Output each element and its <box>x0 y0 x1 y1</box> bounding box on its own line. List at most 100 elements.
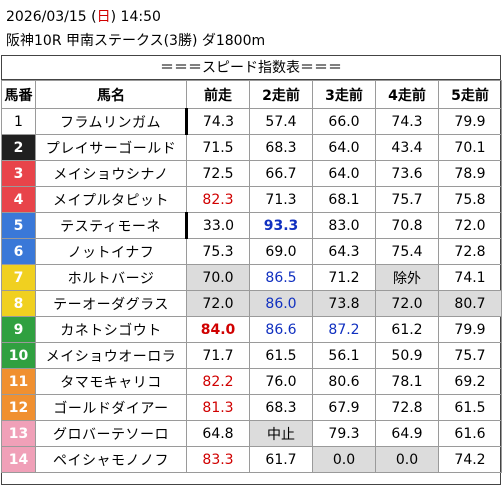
table-row: 1 フラムリンガム 74.3 57.4 66.0 74.3 79.9 <box>1 108 502 135</box>
horse-number: 9 <box>1 316 36 343</box>
horse-name: メイショウシナノ <box>35 160 187 187</box>
horse-number: 6 <box>1 238 36 265</box>
speed-cell: 56.1 <box>312 342 376 369</box>
horse-name: ペイシャモノノフ <box>35 446 187 473</box>
speed-cell: 73.6 <box>375 160 439 187</box>
speed-cell: 61.5 <box>249 342 313 369</box>
speed-cell: 69.0 <box>249 238 313 265</box>
table-row: 9 カネトシゴウト 84.0 86.6 87.2 61.2 79.9 <box>1 316 502 343</box>
speed-cell: 72.0 <box>186 290 250 317</box>
horse-name: タマモキャリコ <box>35 368 187 395</box>
speed-cell: 74.2 <box>438 446 502 473</box>
speed-cell: 66.0 <box>312 108 376 135</box>
speed-cell: 64.8 <box>186 420 250 447</box>
speed-cell: 61.2 <box>375 316 439 343</box>
speed-cell: 75.7 <box>375 186 439 213</box>
horse-name: メイショウオーロラ <box>35 342 187 369</box>
speed-cell: 69.2 <box>438 368 502 395</box>
horse-name: ゴールドダイアー <box>35 394 187 421</box>
speed-cell: 84.0 <box>186 316 250 343</box>
horse-number: 12 <box>1 394 36 421</box>
speed-cell: 73.8 <box>312 290 376 317</box>
horse-number: 7 <box>1 264 36 291</box>
horse-number: 14 <box>1 446 36 473</box>
table-row: 5 テスティモーネ 33.0 93.3 83.0 70.8 72.0 <box>1 212 502 239</box>
speed-cell: 86.0 <box>249 290 313 317</box>
horse-name: メイプルタピット <box>35 186 187 213</box>
speed-cell: 75.3 <box>186 238 250 265</box>
speed-cell: 33.0 <box>186 212 250 239</box>
race-info: 阪神10R 甲南ステークス(3勝) ダ1800m <box>6 33 266 49</box>
race-time: 14:50 <box>120 9 161 25</box>
table-row: 7 ホルトバージ 70.0 86.5 71.2 除外 74.1 <box>1 264 502 291</box>
speed-cell: 80.6 <box>312 368 376 395</box>
speed-cell: 70.0 <box>186 264 250 291</box>
speed-cell: 79.9 <box>438 108 502 135</box>
horse-number: 5 <box>1 212 36 239</box>
speed-cell: 68.3 <box>249 394 313 421</box>
speed-cell: 86.6 <box>249 316 313 343</box>
speed-cell: 72.8 <box>375 394 439 421</box>
speed-cell: 72.0 <box>375 290 439 317</box>
race-weekday: 日 <box>96 9 111 25</box>
table-title: ＝＝＝スピード指数表＝＝＝ <box>1 57 501 80</box>
col-header-4-races-ago: 4走前 <box>375 80 439 109</box>
col-header-horse-name: 馬名 <box>35 80 187 109</box>
speed-cell: 71.7 <box>186 342 250 369</box>
speed-cell: 0.0 <box>375 446 439 473</box>
speed-cell: 86.5 <box>249 264 313 291</box>
speed-cell: 57.4 <box>249 108 313 135</box>
speed-cell: 74.3 <box>375 108 439 135</box>
speed-cell: 74.1 <box>438 264 502 291</box>
speed-cell: 72.5 <box>186 160 250 187</box>
col-header-last-race: 前走 <box>186 80 250 109</box>
table-row: 3 メイショウシナノ 72.5 66.7 64.0 73.6 78.9 <box>1 160 502 187</box>
col-header-2-races-ago: 2走前 <box>249 80 313 109</box>
horse-number: 2 <box>1 134 36 161</box>
speed-cell: 83.0 <box>312 212 376 239</box>
header-row: 馬番 馬名 前走 2走前 3走前 4走前 5走前 <box>1 80 502 109</box>
speed-cell: 78.1 <box>375 368 439 395</box>
horse-name: プレイサーゴールド <box>35 134 187 161</box>
speed-cell: 中止 <box>249 420 313 447</box>
table-row: 2 プレイサーゴールド 71.5 68.3 64.0 43.4 70.1 <box>1 134 502 161</box>
horse-number: 3 <box>1 160 36 187</box>
speed-cell: 75.7 <box>438 342 502 369</box>
horse-name: テスティモーネ <box>35 212 188 239</box>
speed-cell: 78.9 <box>438 160 502 187</box>
horse-name: グロバーテソーロ <box>35 420 187 447</box>
speed-cell: 64.3 <box>312 238 376 265</box>
speed-cell: 79.9 <box>438 316 502 343</box>
col-header-number: 馬番 <box>1 80 36 109</box>
speed-cell: 79.3 <box>312 420 376 447</box>
table-row: 11 タマモキャリコ 82.2 76.0 80.6 78.1 69.2 <box>1 368 502 395</box>
speed-cell: 66.7 <box>249 160 313 187</box>
speed-cell: 71.2 <box>312 264 376 291</box>
horse-name: カネトシゴウト <box>35 316 187 343</box>
speed-cell: 87.2 <box>312 316 376 343</box>
speed-cell: 71.5 <box>186 134 250 161</box>
speed-cell: 70.1 <box>438 134 502 161</box>
speed-cell: 50.9 <box>375 342 439 369</box>
weekday-close: ) <box>110 9 121 25</box>
race-date: 2026/03/15 <box>6 9 87 25</box>
speed-cell: 67.9 <box>312 394 376 421</box>
speed-cell: 93.3 <box>249 212 313 239</box>
speed-cell: 43.4 <box>375 134 439 161</box>
speed-cell: 80.7 <box>438 290 502 317</box>
speed-cell: 72.8 <box>438 238 502 265</box>
speed-cell: 61.6 <box>438 420 502 447</box>
horse-name: フラムリンガム <box>35 108 188 135</box>
speed-index-table: 馬番 馬名 前走 2走前 3走前 4走前 5走前 1 フラムリンガム 74.3 … <box>1 80 502 473</box>
speed-cell: 64.0 <box>312 160 376 187</box>
table-row: 8 テーオーダグラス 72.0 86.0 73.8 72.0 80.7 <box>1 290 502 317</box>
horse-number: 1 <box>1 108 36 135</box>
speed-cell: 61.5 <box>438 394 502 421</box>
horse-number: 8 <box>1 290 36 317</box>
table-row: 14 ペイシャモノノフ 83.3 61.7 0.0 0.0 74.2 <box>1 446 502 473</box>
date-time-line: 2026/03/15 (日) 14:50 <box>6 6 161 28</box>
speed-cell: 81.3 <box>186 394 250 421</box>
speed-cell: 70.8 <box>375 212 439 239</box>
speed-cell: 74.3 <box>186 108 250 135</box>
speed-cell: 75.4 <box>375 238 439 265</box>
